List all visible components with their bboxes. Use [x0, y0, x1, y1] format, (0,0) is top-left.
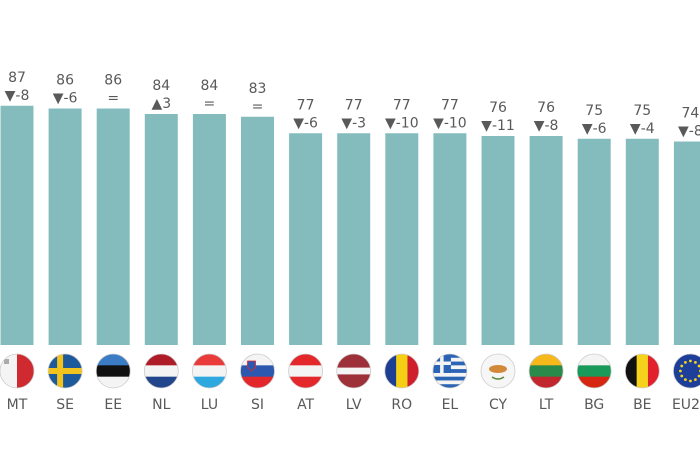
bar-lv [337, 133, 371, 345]
data-label-value: 75 [585, 103, 603, 119]
flag-greece-icon [432, 354, 467, 388]
data-label-value: 87 [8, 70, 26, 86]
category-label: CY [489, 397, 508, 413]
flag-slovenia-icon [240, 354, 275, 388]
flag-latvia-icon [336, 354, 371, 388]
bar-ee [96, 108, 130, 345]
bar-at [289, 133, 323, 345]
data-label-value: 77 [393, 97, 411, 113]
data-label-value: 77 [345, 97, 363, 113]
category-label: LU [201, 397, 218, 413]
category-label: RO [391, 397, 412, 413]
bar-lt [529, 136, 563, 345]
bar-group-se: 86 ▼-6 SE [47, 73, 83, 413]
data-label-change: ▼-6 [582, 121, 607, 137]
data-label-change: ▼-11 [481, 118, 515, 134]
bar-group-ro: 77 ▼-10 RO [384, 97, 420, 413]
data-label-value: 84 [152, 78, 170, 94]
data-label-value: 77 [297, 97, 315, 113]
bar-group-mt: 87 ▼-8 MT [0, 70, 35, 413]
flag-netherlands-icon [144, 354, 179, 388]
data-label-value: 74 [681, 106, 699, 122]
flag-estonia-icon [96, 354, 131, 388]
flag-romania-icon [384, 354, 419, 388]
bar-se [48, 108, 82, 345]
data-label-change: ▼-6 [293, 115, 318, 131]
data-label-value: 86 [104, 73, 122, 89]
data-label-value: 86 [56, 73, 74, 89]
category-label: MT [7, 397, 28, 413]
bar-group-lu: 84 = LU [191, 78, 227, 413]
category-label: EL [442, 397, 459, 413]
data-label-change: ▲3 [151, 96, 171, 112]
bar-group-si: 83 = SI [240, 81, 275, 413]
bar-group-be: 75 ▼-4 BE [624, 103, 660, 413]
flag-malta-icon [0, 354, 34, 388]
category-label: BE [633, 397, 651, 413]
bar-eu27 [673, 141, 700, 345]
bar-ro [385, 133, 419, 345]
category-label: LT [539, 397, 554, 413]
bar-group-at: 77 ▼-6 AT [288, 97, 324, 413]
bar-group-eu27: 74 ▼-8 EU27 [672, 106, 700, 413]
category-label: SI [251, 397, 264, 413]
data-label-value: 84 [200, 78, 218, 94]
category-label: SE [56, 397, 74, 413]
category-label: BG [584, 397, 604, 413]
category-label: AT [297, 397, 314, 413]
bar-bg [577, 138, 611, 345]
flag-austria-icon [288, 354, 323, 388]
bar-mt [0, 105, 34, 345]
bar-group-bg: 75 ▼-6 BG [576, 103, 612, 413]
data-label-change: = [252, 99, 264, 115]
flag-bulgaria-icon [577, 354, 612, 388]
bar-group-ee: 86 = EE [95, 73, 131, 413]
bar-group-lt: 76 ▼-8 LT [528, 100, 564, 413]
data-label-change: ▼-6 [53, 91, 78, 107]
data-label-change: ▼-10 [385, 115, 419, 131]
bar-be [625, 138, 659, 345]
data-label-value: 76 [537, 100, 555, 116]
data-label-value: 75 [633, 103, 651, 119]
data-label-value: 83 [249, 81, 267, 97]
bar-group-nl: 84 ▲3 NL [143, 78, 179, 413]
bar-group-el: 77 ▼-10 EL [432, 97, 468, 413]
category-label: NL [152, 397, 170, 413]
bar-group-lv: 77 ▼-3 LV [336, 97, 372, 413]
flag-luxembourg-icon [192, 354, 227, 388]
category-label: EE [104, 397, 122, 413]
data-label-change: ▼-8 [678, 124, 700, 140]
bar-si [241, 116, 274, 345]
data-label-change: ▼-8 [534, 118, 559, 134]
flag-belgium-icon [625, 354, 660, 388]
bar-nl [144, 114, 178, 345]
flag-eu-icon [673, 354, 700, 388]
bar-cy [481, 136, 515, 345]
data-label-change: ▼-3 [341, 115, 366, 131]
flag-cyprus-icon [481, 354, 515, 388]
bar-el [433, 133, 467, 345]
bar-group-cy: 76 ▼-11 CY [480, 100, 516, 413]
data-label-change: = [107, 91, 119, 107]
data-label-change: ▼-8 [5, 88, 30, 104]
data-label-change: ▼-4 [630, 121, 655, 137]
category-label: EU27 [672, 397, 700, 413]
category-label: LV [346, 397, 362, 413]
flag-lithuania-icon [529, 354, 564, 388]
data-label-value: 76 [489, 100, 507, 116]
bar-lu [192, 114, 226, 345]
flag-sweden-icon [48, 354, 83, 388]
data-label-value: 77 [441, 97, 459, 113]
data-label-change: = [204, 96, 216, 112]
data-label-change: ▼-10 [433, 115, 467, 131]
